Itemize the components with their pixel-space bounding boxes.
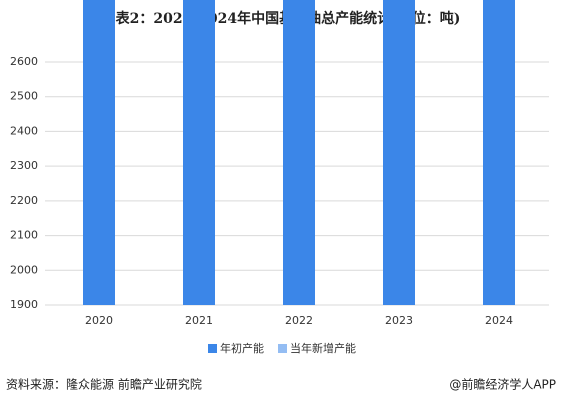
y-tick-label: 2000 [10,263,38,276]
x-tick-label: 2020 [85,314,113,327]
y-tick-label: 2300 [10,159,38,172]
x-tick-label: 2021 [185,314,213,327]
bar-segment [383,0,415,305]
y-tick-label: 2100 [10,229,38,242]
y-tick-label: 2200 [10,194,38,207]
x-tick-label: 2022 [285,314,313,327]
source: 资料来源：隆众能源 前瞻产业研究院 [6,377,202,392]
bar-segment [83,0,115,305]
bar-segment [483,0,515,305]
x-tick-label: 2023 [385,314,413,327]
x-tick-label: 2024 [485,314,513,327]
y-tick-label: 2600 [10,55,38,68]
bar-segment [283,0,315,305]
legend-swatch [278,344,287,353]
legend-swatch [208,344,217,353]
y-tick-label: 2500 [10,90,38,103]
brand: @前瞻经济学人APP [449,377,556,392]
legend-label: 年初产能 [220,341,264,355]
y-tick-label: 2400 [10,124,38,137]
y-tick-label: 1900 [10,298,38,311]
bar-segment [183,0,215,305]
legend-label: 当年新增产能 [290,341,356,355]
